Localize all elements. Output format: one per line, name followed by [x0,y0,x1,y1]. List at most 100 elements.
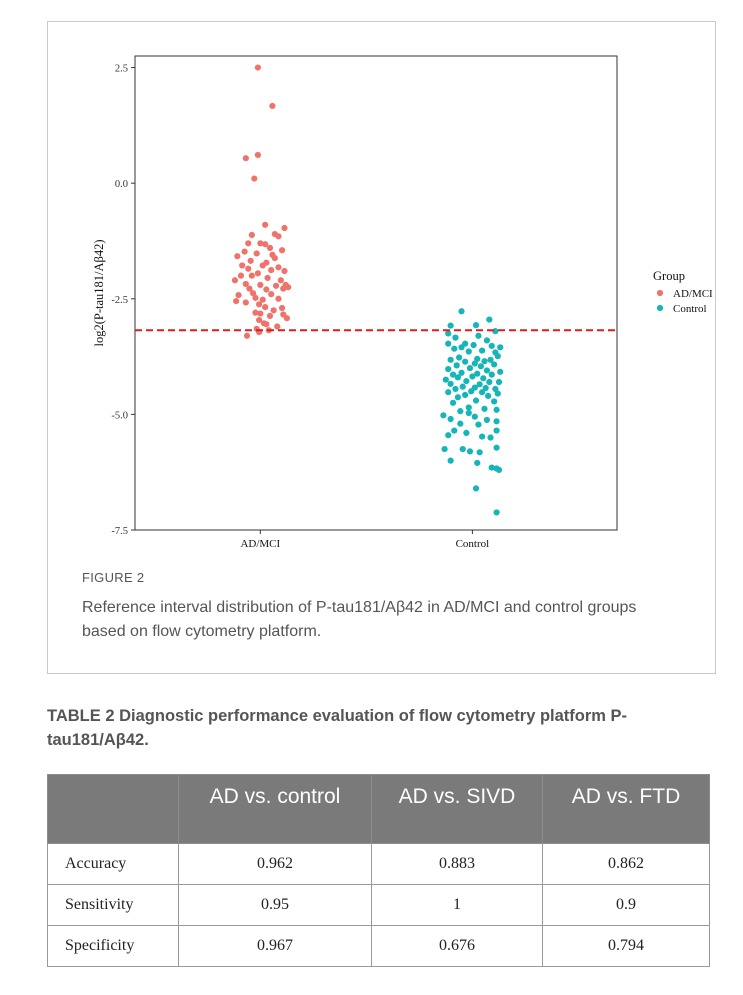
table-cell: 0.9 [542,884,710,926]
data-point [242,155,249,162]
data-point [442,376,449,383]
y-tick-label: -7.5 [111,526,128,537]
legend-entry-label: Control [673,303,707,315]
data-point [278,304,286,312]
data-point [248,272,255,279]
data-point [493,406,500,413]
data-point [447,457,454,464]
data-point [488,371,495,378]
data-point [474,355,481,362]
data-point [463,429,470,436]
data-point [246,285,253,292]
data-point [243,332,251,339]
data-point [472,485,480,492]
legend-marker [656,289,664,297]
data-point [466,448,474,455]
table-header-row: AD vs. control AD vs. SIVD AD vs. FTD [47,774,710,844]
data-point [483,337,491,344]
data-point [456,354,463,361]
plot-panel [134,55,618,531]
data-point [447,415,454,423]
table-cell: 0.883 [371,843,543,885]
data-point [474,459,481,467]
data-point [476,449,483,456]
data-point [270,307,277,314]
data-point [266,244,274,252]
table-cell: 1 [371,884,543,926]
y-tick-label: 2.5 [115,64,128,75]
data-point [268,291,275,298]
data-point [253,250,260,257]
table-cell: 0.676 [371,925,543,967]
data-point [487,434,494,441]
data-point [271,254,278,262]
data-point [445,389,452,396]
data-point [262,304,269,311]
data-point [488,342,495,350]
data-point [247,257,254,264]
table-cell: 0.967 [178,925,372,967]
data-point [256,301,263,308]
data-point [494,353,501,360]
data-point [447,322,454,329]
data-point [453,362,460,369]
table-row: Accuracy 0.962 0.883 0.862 [47,843,710,885]
table-header-empty [47,774,179,844]
y-tick-label: 0.0 [115,179,128,190]
data-point [447,380,454,387]
data-point [283,315,291,322]
data-point [277,277,284,284]
data-point [465,409,472,417]
data-point [465,404,472,411]
x-tick-label: AD/MCI [240,538,280,550]
data-point [285,284,292,291]
data-point [471,413,478,420]
data-point [233,297,240,305]
data-point [451,427,458,434]
data-point [454,394,461,401]
data-point [275,295,282,302]
data-point [445,330,452,337]
table-row: Specificity 0.967 0.676 0.794 [47,925,710,967]
data-point [493,509,500,516]
data-point [457,408,464,415]
data-point [465,348,472,355]
figure-frame: 2.5 0.0 -2.5 -5.0 -7.5 AD/MCI Control log2(P-ta… [47,21,716,674]
figure-caption: Reference interval distribution of P-tau… [82,599,637,640]
data-point [447,356,454,363]
data-point [262,241,269,248]
row-label: Sensitivity [47,884,179,926]
legend-marker [656,304,664,312]
data-point [475,421,482,428]
data-point [241,248,248,255]
table-cell: 0.794 [542,925,710,967]
data-point [445,365,452,373]
data-point [491,398,498,405]
data-point [478,389,486,396]
data-point [281,267,288,275]
data-point [488,464,495,471]
data-point [493,427,500,434]
data-point [491,361,498,368]
data-point [272,282,280,289]
data-point [472,322,480,329]
data-point [281,224,288,232]
data-point [257,240,264,247]
table-header-ad-vs-control: AD vs. control [178,774,372,844]
data-point [458,344,465,351]
data-point [275,264,282,271]
data-point [254,64,262,71]
data-point [493,444,500,451]
data-point [471,360,478,367]
data-point [266,312,274,319]
data-point [495,378,503,386]
data-point [264,274,271,282]
data-point [451,345,458,352]
data-point [458,369,465,376]
data-point [235,291,242,299]
data-point [477,363,484,370]
table-header-ad-vs-sivd: AD vs. SIVD [371,774,543,844]
data-point [487,356,494,363]
data-point [475,332,482,339]
data-point [468,388,475,395]
